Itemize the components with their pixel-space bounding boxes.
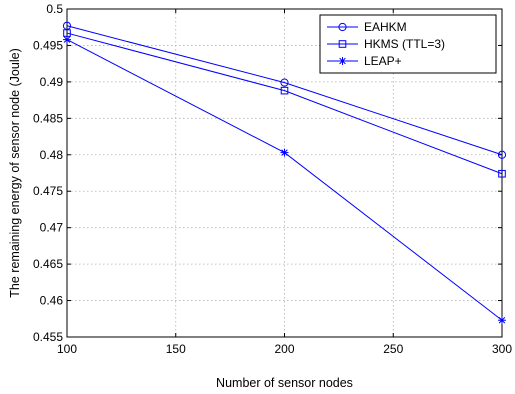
y-tick-label: 0.485 — [33, 111, 63, 125]
legend-marker-leap — [338, 57, 347, 65]
data-point-leap — [63, 35, 71, 44]
y-tick-label: 0.47 — [40, 221, 64, 235]
y-axis-label: The remaining energy of sensor node (Jou… — [8, 48, 22, 297]
series-line-hkms-ttl-3 — [66, 32, 503, 175]
x-tick-label: 200 — [274, 342, 294, 356]
x-tick-label: 250 — [383, 342, 403, 356]
y-tick-label: 0.475 — [33, 184, 63, 198]
grid — [67, 9, 502, 337]
x-tick-label: 150 — [166, 342, 186, 356]
legend-marker-eahkm — [338, 22, 347, 32]
data-point-eahkm — [280, 78, 289, 87]
y-tick-label: 0.48 — [40, 148, 64, 162]
legend-marker-hkms-ttl-3 — [338, 40, 347, 48]
data-point-leap — [280, 148, 289, 157]
y-tick-label: 0.495 — [33, 38, 63, 52]
data-point-eahkm — [497, 150, 507, 159]
y-tick-label: 0.465 — [33, 257, 63, 271]
y-tick-label: 0.49 — [40, 75, 64, 89]
legend: EAHKM HKMS (TTL=3) LEAP+ — [319, 14, 497, 74]
legend-label-leap: LEAP+ — [364, 54, 402, 68]
series-line-eahkm — [66, 25, 503, 156]
x-tick-label: 100 — [57, 342, 77, 356]
ticks: 100 150 200 250 300 0.455 0.46 0.465 0.47 0.475 0.… — [33, 2, 512, 356]
data-point-hkms-ttl-3 — [280, 86, 289, 95]
data-point-leap — [498, 316, 506, 325]
x-axis-label: Number of sensor nodes — [216, 376, 353, 390]
x-tick-label: 300 — [492, 342, 512, 356]
series-group — [62, 21, 507, 325]
data-point-hkms-ttl-3 — [498, 169, 506, 178]
legend-label-hkms-ttl-3: HKMS (TTL=3) — [364, 37, 445, 51]
y-tick-label: 0.46 — [40, 294, 64, 308]
y-tick-label: 0.5 — [46, 2, 63, 16]
legend-label-eahkm: EAHKM — [364, 20, 407, 34]
y-tick-label: 0.455 — [33, 330, 63, 344]
